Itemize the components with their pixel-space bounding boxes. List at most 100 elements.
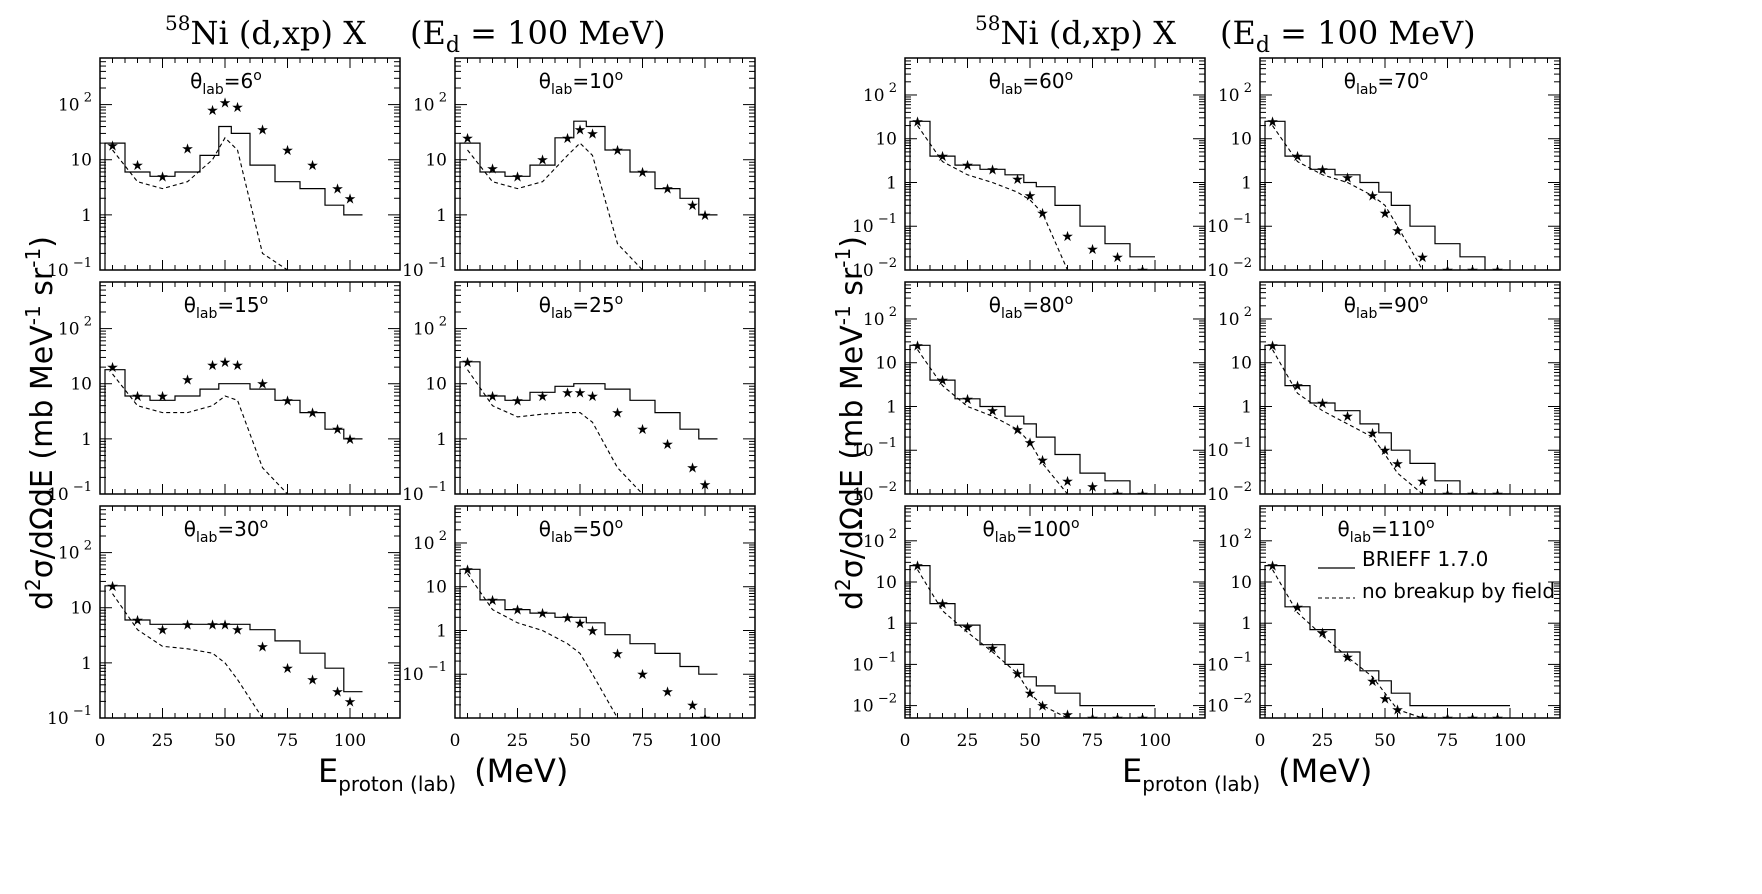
data-point: ★	[461, 355, 474, 371]
series-brieff-line	[459, 361, 718, 494]
data-point: ★	[306, 672, 319, 688]
data-point: ★	[936, 597, 949, 613]
data-point: ★	[536, 606, 549, 622]
data-point: ★	[281, 143, 294, 159]
y-tick-label: 1	[436, 430, 447, 450]
y-tick-label: 1	[1241, 397, 1252, 417]
y-tick-label: 10	[425, 375, 447, 395]
data-point: ★	[1111, 487, 1124, 503]
x-tick-label: 25	[1312, 731, 1334, 751]
x-tick-label: 100	[1494, 731, 1526, 751]
data-point: ★	[256, 377, 269, 393]
data-point: ★	[536, 153, 549, 169]
data-point: ★	[156, 169, 169, 185]
series-no-breakup-line	[467, 369, 705, 494]
data-point: ★	[1416, 474, 1429, 490]
y-tick-label: 10 2	[58, 539, 92, 564]
panel-title: θlab=25o	[539, 292, 623, 322]
data-point: ★	[1379, 443, 1392, 459]
data-point: ★	[181, 372, 194, 388]
data-point: ★	[1491, 487, 1504, 503]
x-tick-label: 50	[1374, 731, 1396, 751]
panel-title: θlab=6o	[190, 68, 262, 98]
panel-title: θlab=10o	[539, 68, 623, 98]
series-brieff-line	[104, 369, 363, 494]
data-point: ★	[961, 392, 974, 408]
data-point: ★	[1011, 422, 1024, 438]
data-point: ★	[1061, 474, 1074, 490]
data-point: ★	[636, 667, 649, 683]
panel-title: θlab=90o	[1344, 292, 1428, 322]
data-point: ★	[636, 422, 649, 438]
data-point: ★	[1491, 711, 1504, 727]
data-point: ★	[306, 158, 319, 174]
x-axis-label-right-text: Eproton (lab) (MeV)	[1122, 752, 1372, 796]
data-point: ★	[1291, 379, 1304, 395]
x-tick-label: 0	[450, 731, 461, 751]
panel-title: θlab=50o	[539, 516, 623, 546]
data-point: ★	[986, 404, 999, 420]
data-point: ★	[219, 355, 232, 371]
panel-title: θlab=110o	[1337, 516, 1434, 546]
data-point: ★	[106, 139, 119, 155]
y-tick-label: 10 −1	[1207, 650, 1252, 675]
data-point: ★	[1341, 650, 1354, 666]
x-tick-label: 25	[507, 731, 529, 751]
y-tick-label: 10 −1	[1207, 212, 1252, 237]
data-point: ★	[1316, 625, 1329, 641]
data-point: ★	[986, 641, 999, 657]
data-point: ★	[306, 406, 319, 422]
panel-title: θlab=100o	[982, 516, 1079, 546]
x-tick-label: 100	[1139, 731, 1171, 751]
data-point: ★	[106, 579, 119, 595]
data-point: ★	[1466, 263, 1479, 279]
data-point: ★	[1441, 263, 1454, 279]
data-point: ★	[231, 623, 244, 639]
y-tick-label: 10 −1	[402, 660, 447, 685]
series-no-breakup-line	[467, 142, 705, 270]
data-point: ★	[131, 158, 144, 174]
data-point: ★	[1266, 338, 1279, 354]
data-point: ★	[661, 182, 674, 198]
data-point: ★	[1416, 250, 1429, 266]
data-point: ★	[536, 389, 549, 405]
data-point: ★	[1136, 711, 1149, 727]
data-point: ★	[574, 123, 587, 139]
panel-title: θlab=70o	[1344, 68, 1428, 98]
data-point: ★	[511, 169, 524, 185]
x-tick-label: 25	[152, 731, 174, 751]
data-point: ★	[686, 461, 699, 477]
data-point: ★	[344, 191, 357, 207]
data-point: ★	[181, 141, 194, 157]
series-brieff-line	[459, 120, 718, 270]
data-point: ★	[1036, 699, 1049, 715]
data-point: ★	[686, 698, 699, 714]
data-point: ★	[961, 620, 974, 636]
data-point: ★	[231, 358, 244, 374]
series-brieff-line	[909, 120, 1155, 270]
y-tick-label: 10	[875, 130, 897, 150]
data-point: ★	[1391, 223, 1404, 239]
y-tick-label: 10 −2	[1207, 256, 1252, 281]
panel-title: θlab=30o	[184, 516, 268, 546]
y-axis-label-right: d2σ/dΩdE (mb MeV-1 sr-1)	[831, 236, 870, 610]
data-point: ★	[206, 617, 219, 633]
y-tick-label: 10 −2	[852, 692, 897, 717]
right-title: 58Ni (d,xp) X (Ed = 100 MeV)	[975, 11, 1476, 58]
data-point: ★	[1061, 708, 1074, 724]
data-point: ★	[661, 685, 674, 701]
data-point: ★	[1316, 396, 1329, 412]
series-brieff-line	[104, 585, 363, 718]
data-point: ★	[611, 646, 624, 662]
data-point: ★	[131, 389, 144, 405]
y-tick-label: 10	[1230, 354, 1252, 374]
